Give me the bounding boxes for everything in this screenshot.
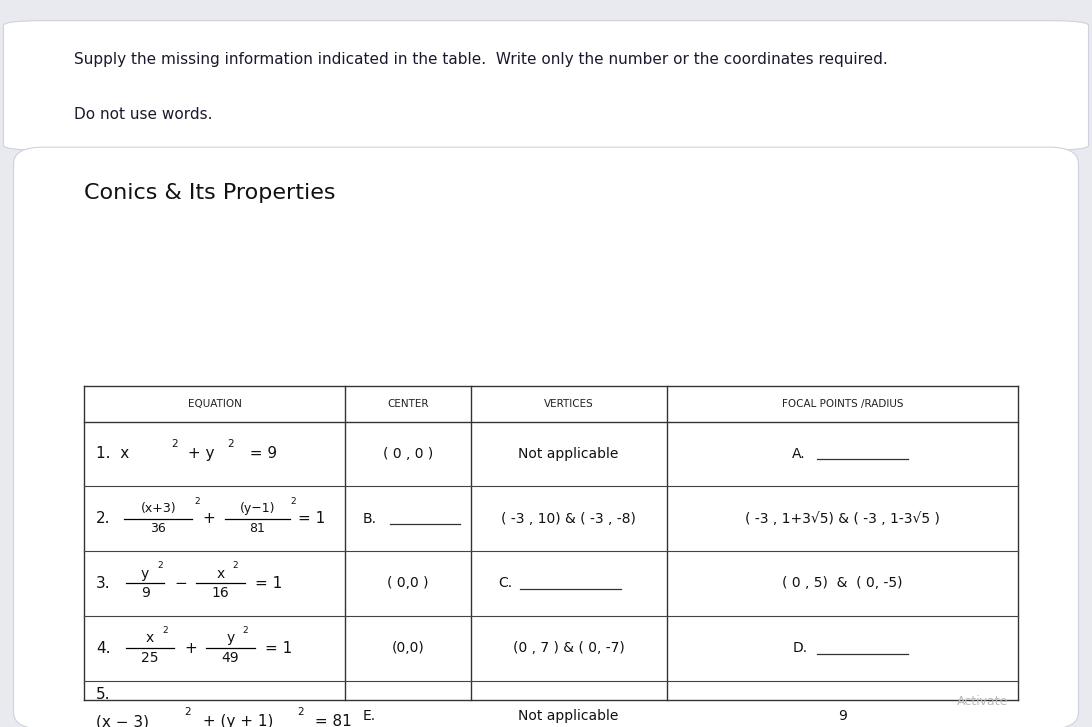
Text: B.: B. — [363, 512, 377, 526]
Text: 4.: 4. — [96, 640, 110, 656]
Text: Not applicable: Not applicable — [519, 447, 619, 461]
Text: = 1: = 1 — [264, 640, 292, 656]
Text: (x+3): (x+3) — [141, 502, 176, 515]
Text: 2: 2 — [185, 707, 191, 717]
Text: 81: 81 — [249, 522, 265, 535]
Text: −: − — [175, 576, 187, 591]
Text: 3.: 3. — [96, 576, 110, 591]
Text: 2: 2 — [242, 626, 248, 635]
Text: FOCAL POINTS /RADIUS: FOCAL POINTS /RADIUS — [782, 398, 903, 409]
Text: Not applicable: Not applicable — [519, 710, 619, 723]
Text: ( 0,0 ): ( 0,0 ) — [387, 577, 429, 590]
Text: 2: 2 — [194, 497, 200, 506]
Text: + y: + y — [183, 446, 215, 462]
Text: x: x — [216, 566, 225, 581]
Text: 1.  x: 1. x — [96, 446, 129, 462]
Text: 49: 49 — [222, 651, 239, 665]
Text: = 9: = 9 — [239, 446, 276, 462]
Text: EQUATION: EQUATION — [188, 398, 241, 409]
Text: 36: 36 — [151, 522, 166, 535]
Text: D.: D. — [792, 641, 807, 655]
Text: (0 , 7 ) & ( 0, -7): (0 , 7 ) & ( 0, -7) — [513, 641, 625, 655]
Text: y: y — [226, 631, 235, 646]
Text: 2.: 2. — [96, 511, 110, 526]
Text: + (y + 1): + (y + 1) — [199, 715, 274, 727]
Text: 9: 9 — [838, 710, 846, 723]
Text: +: + — [202, 511, 215, 526]
Text: = 1: = 1 — [254, 576, 282, 591]
Text: +: + — [185, 640, 197, 656]
Text: 2: 2 — [171, 439, 178, 449]
Text: (y−1): (y−1) — [239, 502, 275, 515]
Text: Supply the missing information indicated in the table.  Write only the number or: Supply the missing information indicated… — [74, 52, 888, 67]
Text: 25: 25 — [142, 651, 159, 665]
Text: CENTER: CENTER — [387, 398, 429, 409]
Text: (0,0): (0,0) — [392, 641, 424, 655]
Text: 2: 2 — [297, 707, 304, 717]
FancyBboxPatch shape — [13, 147, 1079, 727]
Text: 2: 2 — [157, 561, 163, 570]
Text: ( 0 , 0 ): ( 0 , 0 ) — [382, 447, 434, 461]
Text: ( -3 , 10) & ( -3 , -8): ( -3 , 10) & ( -3 , -8) — [501, 512, 636, 526]
Text: 9: 9 — [141, 587, 150, 601]
Text: 16: 16 — [212, 587, 229, 601]
Text: 2: 2 — [163, 626, 168, 635]
FancyBboxPatch shape — [3, 20, 1089, 150]
Text: y: y — [141, 566, 150, 581]
Text: 2: 2 — [233, 561, 238, 570]
Text: ( -3 , 1+3√5) & ( -3 , 1-3√5 ): ( -3 , 1+3√5) & ( -3 , 1-3√5 ) — [745, 512, 940, 526]
Text: 5.: 5. — [96, 687, 110, 702]
Text: ( 0 , 5)  &  ( 0, -5): ( 0 , 5) & ( 0, -5) — [782, 577, 903, 590]
Text: VERTICES: VERTICES — [544, 398, 593, 409]
Text: Do not use words.: Do not use words. — [74, 107, 212, 122]
Text: x: x — [146, 631, 154, 646]
Text: = 81: = 81 — [310, 715, 352, 727]
Text: = 1: = 1 — [298, 511, 325, 526]
Text: Activate: Activate — [957, 695, 1008, 708]
Text: C.: C. — [498, 577, 512, 590]
Text: Conics & Its Properties: Conics & Its Properties — [84, 182, 335, 203]
Text: 2: 2 — [290, 497, 296, 506]
Text: 2: 2 — [227, 439, 234, 449]
Text: E.: E. — [363, 710, 376, 723]
Text: A.: A. — [792, 447, 806, 461]
Text: (x − 3): (x − 3) — [96, 715, 149, 727]
